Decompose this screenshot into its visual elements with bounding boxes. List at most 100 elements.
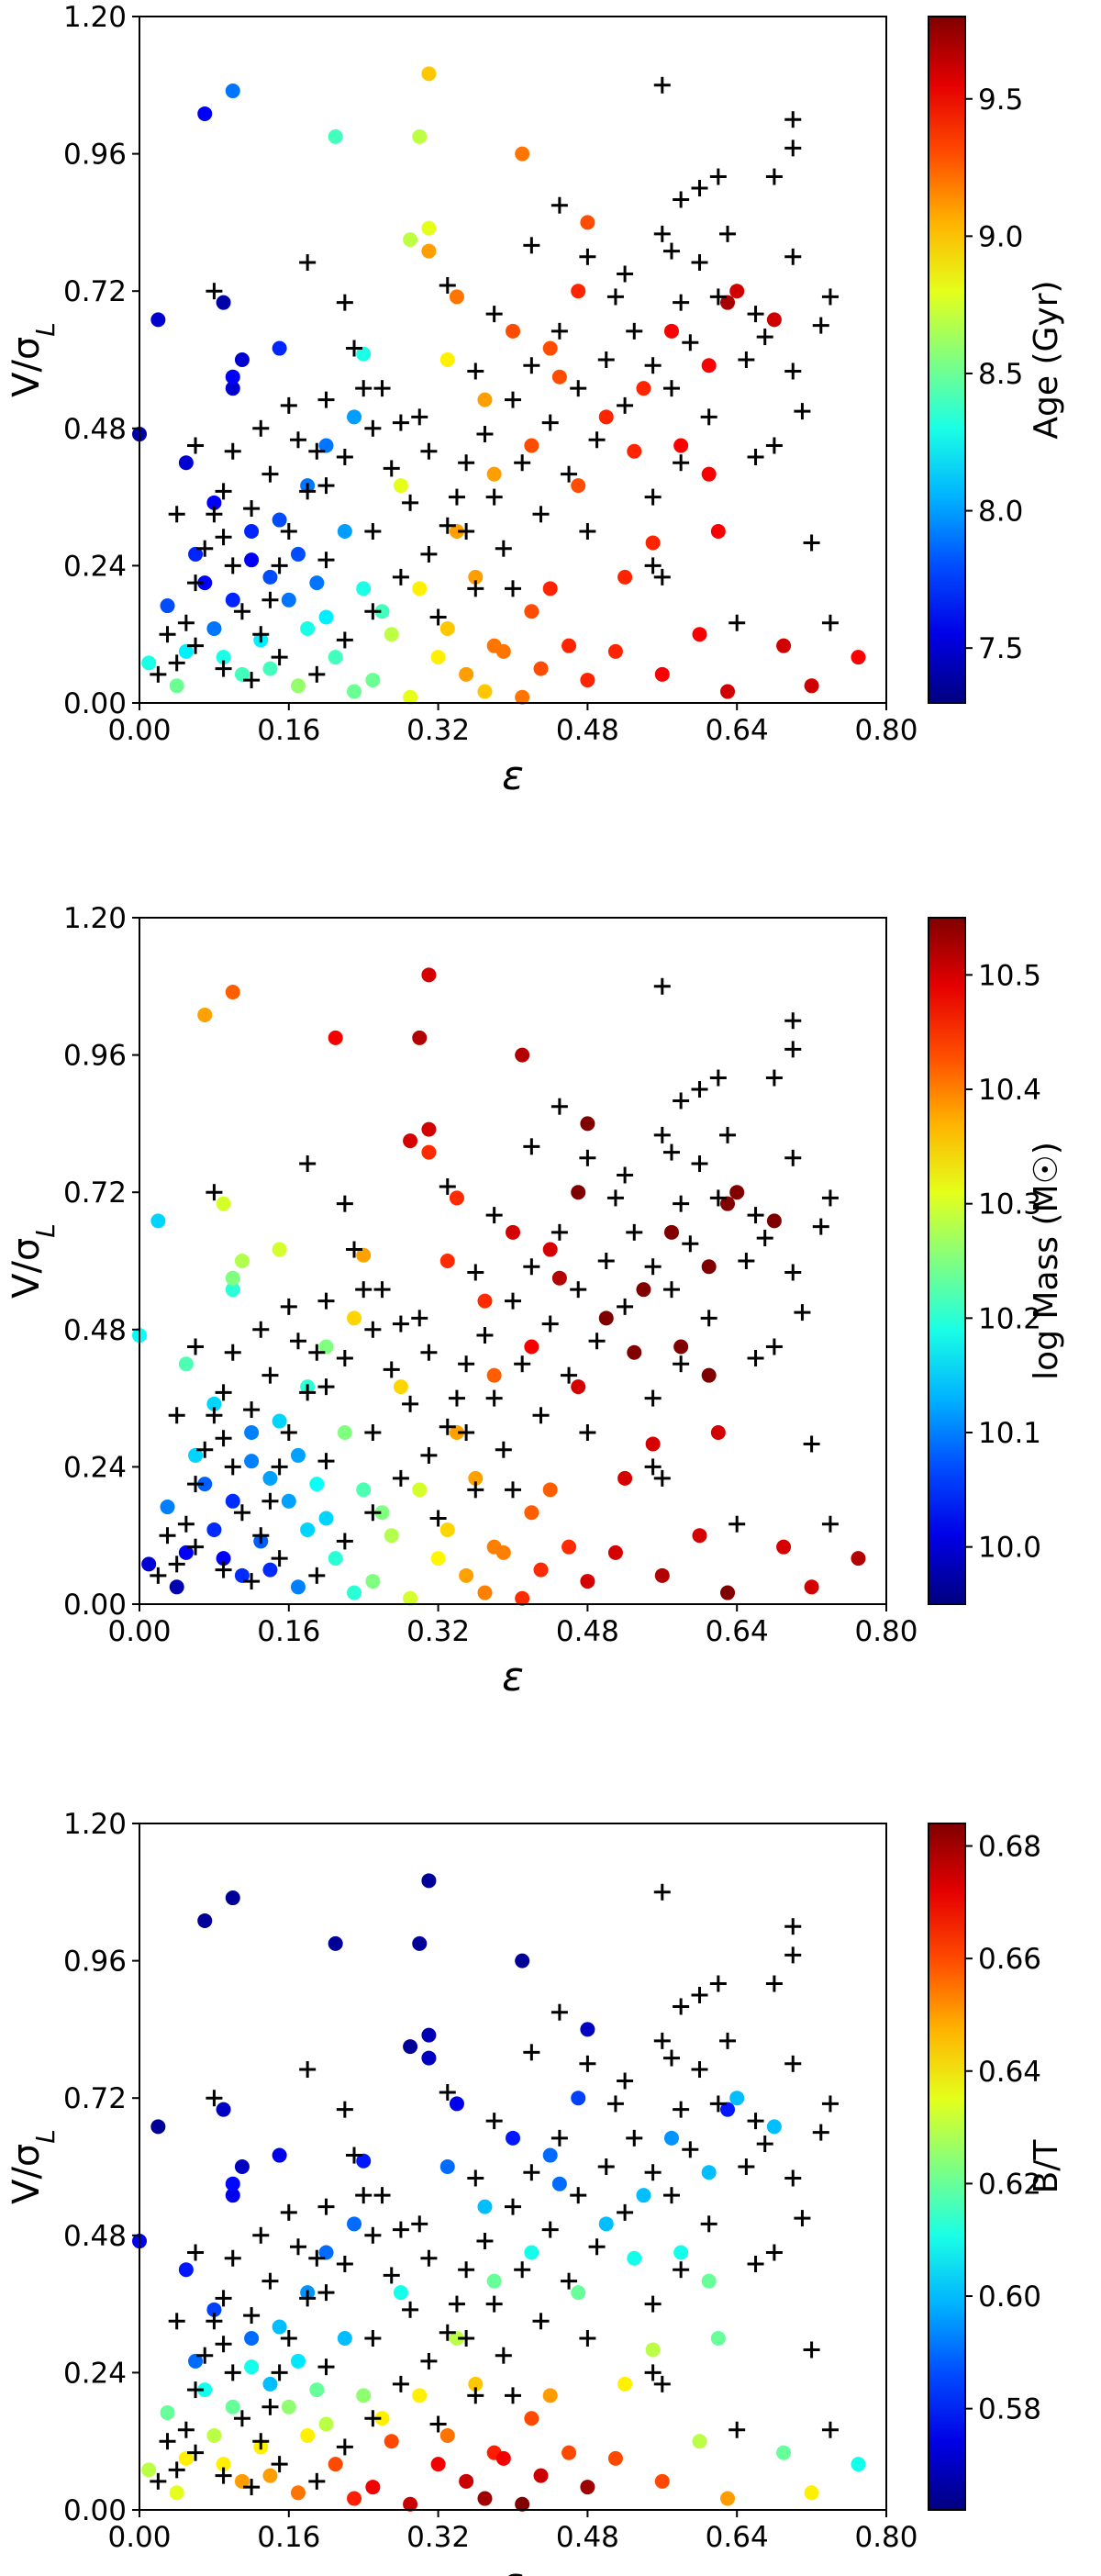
data-point <box>495 2450 511 2466</box>
data-point <box>281 592 296 608</box>
y-tick-label: 0.48 <box>63 2220 127 2253</box>
data-point <box>468 569 484 585</box>
x-tick-label: 0.16 <box>257 2521 320 2554</box>
plus-marker <box>355 380 373 397</box>
data-point <box>692 627 707 642</box>
data-point <box>290 546 306 562</box>
data-point <box>337 524 352 539</box>
plus-marker <box>215 529 232 546</box>
data-point <box>851 2457 866 2472</box>
y-tick-label: 0.48 <box>63 413 127 446</box>
plus-marker <box>458 2330 475 2347</box>
plus-marker <box>579 523 596 540</box>
plus-marker <box>317 2284 335 2302</box>
plus-marker <box>626 322 643 340</box>
plus-marker <box>682 1235 699 1253</box>
plus-marker <box>336 448 353 465</box>
plus-marker <box>673 1092 690 1110</box>
plus-marker <box>738 351 755 368</box>
plus-marker <box>177 2421 195 2438</box>
plus-marker <box>364 2330 382 2347</box>
plus-marker <box>168 654 185 672</box>
y-axis-label: V/σL <box>6 2129 61 2204</box>
plus-marker <box>289 1333 306 1350</box>
plus-marker <box>261 465 279 483</box>
plus-marker <box>215 1384 232 1401</box>
data-point <box>533 2468 549 2483</box>
x-tick-label: 0.16 <box>257 1615 320 1648</box>
plus-marker <box>691 180 708 196</box>
data-point <box>562 638 577 653</box>
plus-marker <box>420 2352 438 2370</box>
data-point <box>580 1116 595 1132</box>
plus-marker <box>617 1298 634 1315</box>
plus-marker <box>317 1378 335 1396</box>
data-point <box>412 1030 428 1045</box>
plus-marker <box>187 574 205 592</box>
colorbar-tick-label: 0.64 <box>978 2056 1041 2089</box>
data-point <box>617 2376 633 2392</box>
y-tick-label: 0.72 <box>63 1176 127 1210</box>
plus-marker <box>196 2347 214 2364</box>
plus-marker <box>439 276 456 294</box>
plus-marker <box>821 1515 839 1533</box>
plus-marker <box>364 523 382 540</box>
plus-marker <box>485 2113 503 2130</box>
data-point <box>571 1185 586 1200</box>
plus-marker <box>523 2044 540 2061</box>
data-point <box>412 2388 428 2403</box>
data-point <box>598 1310 614 1326</box>
data-point <box>506 2130 520 2146</box>
data-point <box>468 1470 484 1486</box>
data-point <box>542 1242 558 1257</box>
plus-marker <box>206 2313 223 2330</box>
data-point <box>701 2165 717 2180</box>
plus-marker <box>233 603 250 620</box>
plus-marker <box>644 557 662 574</box>
plot-area <box>139 17 886 703</box>
data-point <box>486 466 502 482</box>
data-point <box>580 1574 595 1589</box>
plus-marker <box>150 1567 167 1584</box>
plus-marker <box>467 2387 484 2404</box>
plus-marker <box>561 1366 578 1384</box>
data-point <box>720 1585 736 1600</box>
plus-marker <box>187 1476 205 1493</box>
colorbar-gradient <box>928 1823 966 2511</box>
y-axis-label: V/σL <box>6 1223 61 1299</box>
plus-marker <box>691 1155 708 1173</box>
data-point <box>506 323 520 339</box>
plus-marker <box>467 362 484 380</box>
plus-marker <box>271 1550 288 1567</box>
plus-marker <box>514 1355 531 1373</box>
plus-marker <box>617 1166 634 1184</box>
plus-marker <box>514 454 531 472</box>
data-point <box>663 323 679 339</box>
data-point <box>449 2331 464 2346</box>
colorbar-tick-label: 10.2 <box>978 1302 1041 1335</box>
plus-marker <box>364 2410 382 2427</box>
plus-marker <box>485 1389 503 1407</box>
colorbar-tick-label: 0.66 <box>978 1943 1041 1976</box>
plus-marker <box>150 2472 167 2490</box>
plus-marker <box>402 1395 419 1412</box>
data-point <box>225 1890 240 1906</box>
plus-marker <box>597 351 615 368</box>
x-tick-label: 0.32 <box>406 2521 470 2554</box>
data-point <box>804 2485 819 2501</box>
data-point <box>272 1242 287 1257</box>
plus-marker <box>673 191 690 208</box>
data-point <box>281 2399 296 2414</box>
plus-marker <box>784 2055 802 2072</box>
data-point <box>374 1505 390 1521</box>
data-point <box>506 1224 520 1240</box>
data-point <box>524 604 539 619</box>
data-point <box>290 2353 306 2369</box>
data-point <box>580 215 595 230</box>
data-point <box>272 1413 287 1429</box>
plus-marker <box>719 1126 737 1143</box>
chart-panel-3: 0.00 0.16 0.32 0.48 0.64 0.80 0.00 0.24 0.48 0.72… <box>6 1808 1065 2576</box>
data-point <box>197 106 213 121</box>
plus-marker <box>821 2421 839 2438</box>
data-point <box>692 1528 707 1544</box>
